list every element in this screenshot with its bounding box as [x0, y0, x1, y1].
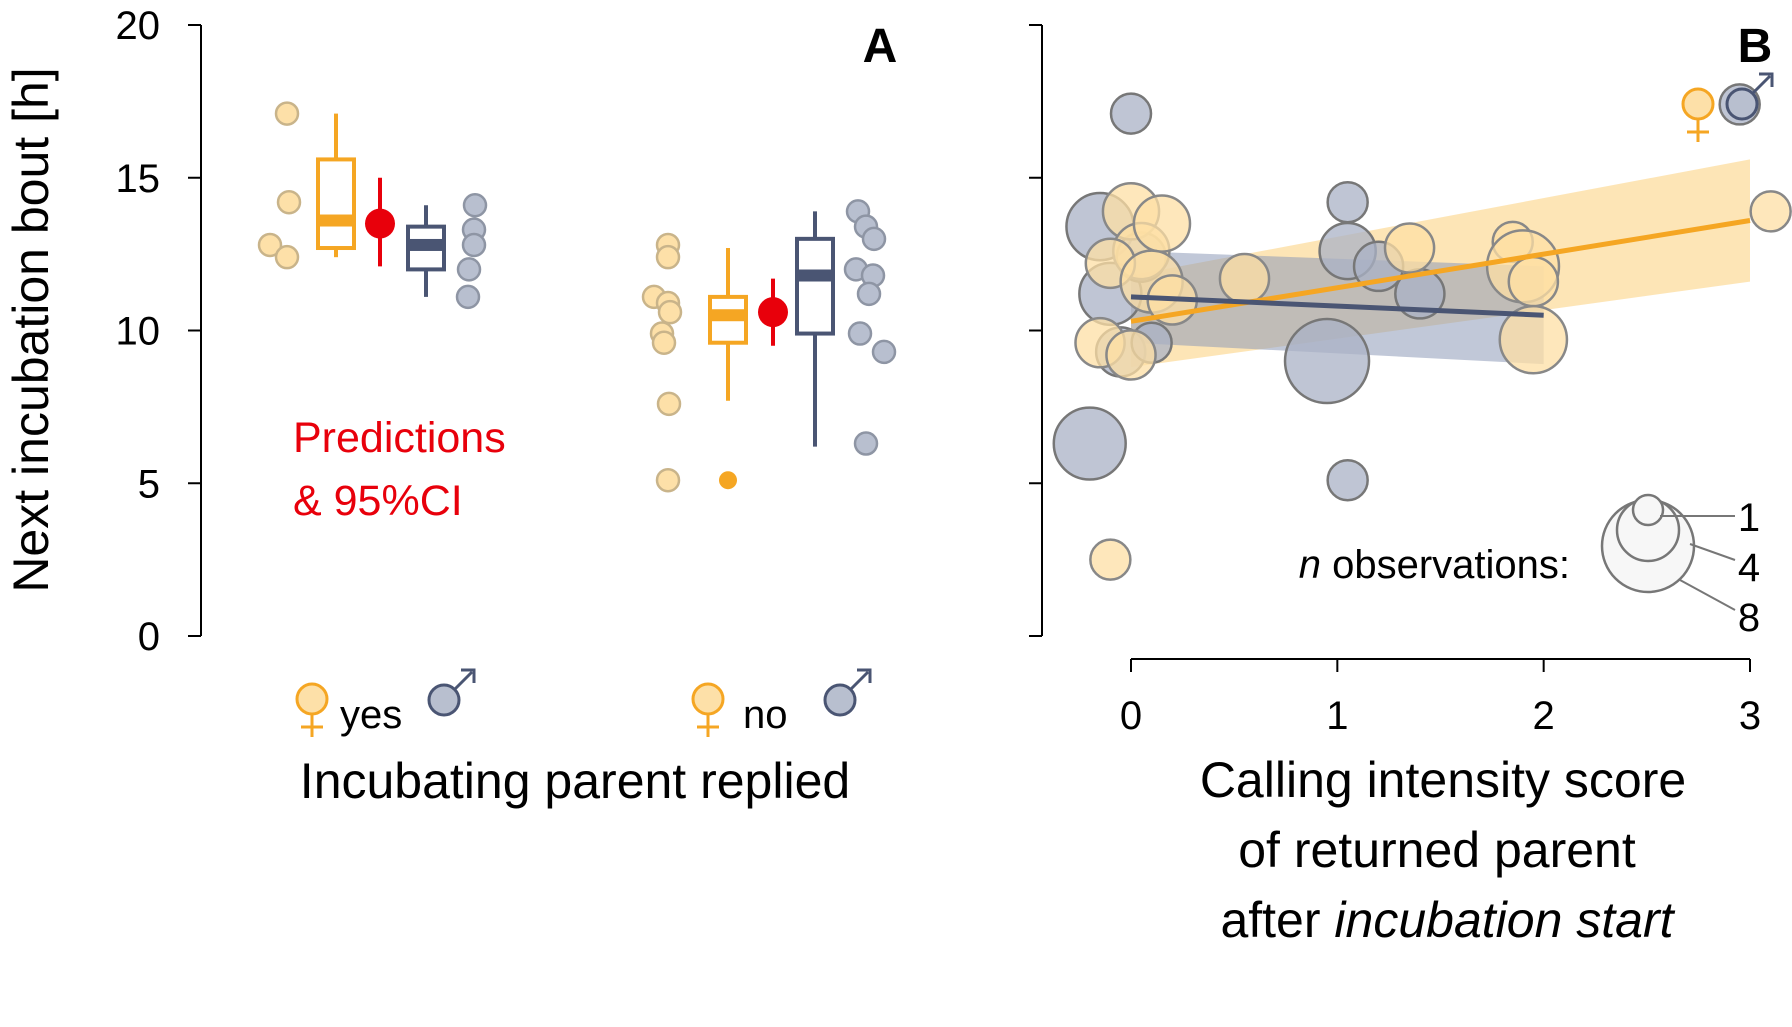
panel-b-male-symbol-arrow	[1751, 74, 1772, 95]
male-box-no-median	[797, 269, 833, 282]
x-title-italic: incubation start	[1334, 892, 1675, 948]
male-scatter-point	[1283, 317, 1371, 405]
female-point-yes	[257, 232, 283, 258]
male-box-no-box	[795, 236, 835, 336]
yes-male-symbol-arrow	[453, 670, 474, 691]
female-point-yes	[276, 189, 302, 215]
panel-b-letter: B	[1738, 20, 1773, 73]
no-female-symbol-icon	[691, 682, 725, 716]
male-scatter-point	[1326, 458, 1369, 502]
y-tick-label-20: 20	[116, 4, 161, 48]
panel-b-sex-legend	[1681, 72, 1774, 142]
panel-b-female-symbol-icon	[1681, 87, 1715, 121]
no-male-symbol-icon	[823, 683, 857, 717]
female-point-no	[657, 299, 683, 325]
prediction-point-yes	[365, 208, 395, 239]
female-scatter-point	[1132, 194, 1192, 253]
female-scatter-point	[1383, 222, 1436, 274]
panel-b-x-title-line3: after incubation start	[1220, 892, 1675, 948]
prediction-annotation-line1: Predictions	[293, 414, 506, 462]
category-label-no: no	[743, 693, 788, 737]
female-point-no	[655, 244, 681, 270]
panel-b-male-symbol-arrowhead	[1759, 72, 1774, 87]
panel-a-sex-legend	[295, 668, 872, 737]
female-scatter-point	[1498, 304, 1569, 375]
x-tick-label-2: 2	[1533, 694, 1555, 738]
male-point-yes	[462, 192, 488, 218]
male-point-no	[847, 321, 873, 346]
male-point-no	[871, 339, 897, 365]
size-legend-value-1: 1	[1738, 496, 1760, 540]
panel-b-x-title-line2: of returned parent	[1238, 822, 1636, 878]
female-box-yes-median	[318, 214, 354, 227]
male-point-no	[853, 431, 879, 456]
female-point-no	[655, 467, 681, 493]
panel-a-x-axis-title: Incubating parent replied	[300, 753, 850, 809]
female-scatter-point	[1507, 255, 1560, 308]
male-point-yes	[455, 284, 481, 310]
panel-b-points	[1052, 83, 1792, 581]
y-tick-label-0: 0	[138, 615, 160, 659]
female-scatter-point	[1749, 190, 1792, 233]
male-point-no	[861, 226, 887, 252]
panel-b-x-title-line1: Calling intensity score	[1200, 752, 1686, 808]
prediction-point-no	[758, 297, 788, 328]
size-legend-leader-4	[1689, 543, 1736, 561]
size-legend-text: observations:	[1321, 543, 1570, 587]
x-tick-label-1: 1	[1326, 694, 1348, 738]
female-point-yes	[274, 101, 300, 126]
size-legend-n: n	[1299, 543, 1321, 587]
panel-a-letter: A	[863, 20, 898, 73]
panel-b-axes	[1029, 24, 1750, 660]
panel-b-fit-lines	[1130, 218, 1751, 324]
male-point-yes	[456, 257, 482, 282]
x-tick-label-3: 3	[1739, 694, 1761, 738]
category-label-yes: yes	[340, 693, 402, 737]
yes-male-symbol-arrowhead	[461, 668, 476, 683]
y-tick-label-10: 10	[116, 310, 161, 354]
panel-a-marks	[257, 101, 897, 493]
female-scatter-point	[1089, 538, 1132, 581]
panel-b-ticks: 0 1 2 3	[1120, 659, 1761, 738]
size-legend-circle-1	[1631, 493, 1665, 527]
male-point-no	[856, 281, 882, 307]
size-legend-value-8: 8	[1738, 596, 1760, 640]
female-point-yes	[274, 244, 300, 270]
female-fit-line	[1130, 218, 1751, 324]
male-box-yes-median	[408, 238, 444, 251]
female-box-yes-box	[316, 157, 356, 251]
size-legend-leader-8	[1679, 579, 1736, 611]
female-box-no-median	[710, 309, 746, 322]
female-point-no	[656, 391, 682, 417]
size-legend-value-4: 4	[1738, 546, 1760, 590]
female-outlier-no	[719, 471, 737, 490]
y-tick-label-15: 15	[116, 157, 161, 201]
panel-b-male-symbol-icon	[1725, 87, 1759, 121]
no-male-symbol-arrow	[849, 670, 870, 691]
x-title-plain: after	[1220, 892, 1334, 948]
y-axis-title: Next incubation bout [h]	[3, 67, 59, 592]
male-scatter-point	[1326, 180, 1369, 224]
female-point-no	[651, 330, 677, 355]
x-tick-label-0: 0	[1120, 694, 1142, 738]
size-legend: n observations: 1 4 8	[1299, 493, 1760, 640]
panel-a-y-axis: 0 5 10 15 20	[116, 4, 202, 659]
size-legend-label: n observations:	[1299, 543, 1570, 587]
yes-female-symbol-icon	[295, 682, 329, 716]
y-tick-label-5: 5	[138, 462, 160, 506]
male-fit-line	[1130, 294, 1544, 318]
yes-male-symbol-icon	[427, 683, 461, 717]
prediction-annotation-line2: & 95%CI	[293, 477, 463, 525]
male-scatter-point	[1109, 92, 1153, 135]
female-scatter-point	[1105, 329, 1157, 381]
male-scatter-point	[1052, 406, 1127, 481]
no-male-symbol-arrowhead	[857, 668, 872, 683]
male-point-yes	[461, 232, 487, 258]
female-scatter-point	[1218, 252, 1271, 305]
